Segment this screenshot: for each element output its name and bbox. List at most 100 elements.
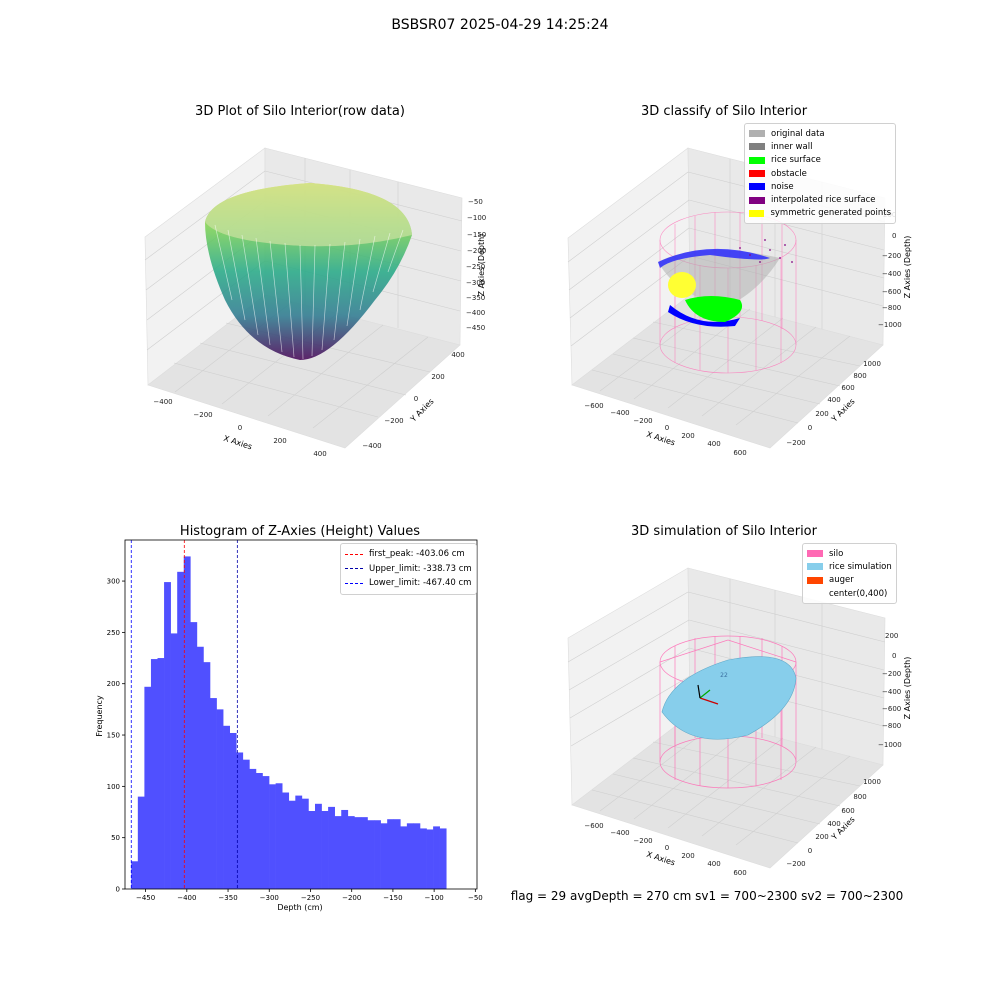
histogram-bar (314, 803, 322, 889)
raw-floor-pane (147, 294, 461, 449)
classify-noise-points (658, 248, 770, 268)
simulation-ytick-0: 1000 (863, 778, 881, 786)
simulation-plot-title: 3D simulation of Silo Interior (631, 524, 817, 539)
classify-noise-lower (668, 305, 740, 327)
classify-xtick-2: −200 (633, 417, 652, 425)
raw-ytick-1: 200 (431, 373, 444, 381)
classify-3d-plot: −600 −400 −200 0 200 400 600 1000 800 60… (567, 147, 912, 457)
histogram-bar (393, 819, 401, 889)
y-tick-label: 200 (107, 680, 120, 688)
classify-ztick-6: −1000 (878, 321, 902, 329)
raw-ztick-7: −400 (466, 309, 485, 317)
simulation-legend: silo rice simulation auger center(0,400) (802, 543, 897, 605)
classify-symmetric-points (668, 272, 696, 298)
simulation-xtick-5: 400 (707, 860, 720, 868)
classify-xtick-5: 400 (707, 440, 720, 448)
histogram-bars (131, 556, 447, 889)
raw-xtick-3: 200 (273, 437, 286, 445)
simulation-ztick-3: −400 (882, 688, 901, 696)
legend-line (345, 553, 363, 555)
legend-auger: auger (807, 574, 892, 587)
raw-bowl-rim (205, 183, 412, 247)
x-tick-label: −300 (260, 894, 279, 902)
legend-label: symmetric generated points (770, 208, 891, 219)
histogram-chart: −450 −400 −350 −300 −250 −200 −150 −100 −50 0 50 10… (95, 539, 483, 912)
histogram-bar (295, 795, 303, 889)
simulation-ytick-5: 0 (808, 847, 812, 855)
y-tick-label: 150 (107, 732, 120, 740)
legend-label: rice surface (771, 155, 821, 166)
legend-first-peak: first_peak: -403.06 cm (345, 547, 472, 562)
simulation-ytick-4: 200 (815, 833, 828, 841)
classify-ytick-6: −200 (786, 439, 805, 447)
histogram-bar (177, 571, 185, 889)
histogram-bar (400, 826, 408, 889)
classify-xlabel: X Axies (645, 430, 676, 448)
histogram-bar (282, 792, 290, 889)
histogram-bar (367, 820, 375, 889)
legend-label: auger (829, 575, 854, 586)
classify-ytick-5: 0 (808, 424, 812, 432)
classify-plot-title: 3D classify of Silo Interior (640, 104, 808, 119)
x-tick-label: −450 (136, 894, 155, 902)
histogram-bar (137, 796, 145, 889)
y-tick-label: 100 (107, 783, 120, 791)
raw-zlabel: Z Axies (Depth) (477, 234, 486, 297)
legend-label: Upper_limit: -338.73 cm (369, 563, 472, 574)
classify-ytick-1: 800 (853, 372, 866, 380)
histogram-bar (262, 776, 270, 889)
classify-ztick-3: −400 (882, 270, 901, 278)
legend-label: inner wall (771, 141, 813, 152)
legend-label: interpolated rice surface (771, 195, 876, 206)
legend-swatch (749, 156, 765, 164)
histogram-bar (223, 725, 230, 889)
raw-plot-title: 3D Plot of Silo Interior(row data) (195, 104, 405, 119)
raw-ztick-3: −200 (467, 247, 486, 255)
histogram-bar (433, 826, 440, 889)
legend-line (345, 568, 363, 570)
histogram-title: Histogram of Z-Axies (Height) Values (179, 524, 421, 539)
histogram-bar (341, 809, 349, 889)
histogram-bar (170, 633, 178, 889)
y-tick-label: 250 (107, 629, 120, 637)
raw-xtick-1: −200 (193, 411, 212, 419)
histogram-bar (380, 823, 388, 889)
simulation-floor-pane (571, 714, 884, 869)
y-tick-label: 50 (111, 834, 120, 842)
histogram-bar (269, 784, 276, 889)
raw-ytick-3: −200 (384, 417, 403, 425)
legend-obstacle: obstacle (749, 167, 891, 180)
histogram-bar (328, 806, 335, 889)
x-tick-label: −250 (301, 894, 320, 902)
histogram-bar (301, 798, 309, 889)
simulation-3d-plot: 22 −600 −400 −200 0 200 400 600 1000 800… (567, 567, 912, 877)
legend-swatch (807, 590, 823, 598)
classify-ztick-4: −600 (882, 288, 901, 296)
classify-xtick-6: 600 (733, 449, 746, 457)
x-tick-label: −200 (342, 894, 361, 902)
legend-swatch (807, 550, 823, 558)
histogram-bar (164, 582, 171, 889)
y-tick-label: 300 (107, 578, 120, 586)
raw-xtick-4: 400 (313, 450, 326, 458)
legend-silo: silo (807, 547, 892, 560)
histogram-xlabel: Depth (cm) (277, 903, 322, 912)
legend-swatch (749, 170, 765, 178)
classify-ztick-1: 0 (892, 232, 896, 240)
histogram-bar (275, 783, 283, 889)
raw-ztick-4: −250 (466, 263, 485, 271)
legend-swatch (807, 563, 823, 571)
legend-noise: noise (749, 180, 891, 193)
histogram-ylabel: Frequency (95, 695, 104, 737)
simulation-axis-arrows (697, 684, 719, 705)
classify-legend: original data inner wall rice surface ob… (744, 123, 896, 225)
histogram-bar (196, 646, 204, 889)
raw-bowl-columns (214, 224, 404, 360)
raw-ztick-1: −100 (467, 214, 486, 222)
histogram-bar (354, 817, 362, 889)
legend-symmetric-points: symmetric generated points (749, 207, 891, 220)
histogram-bar (374, 820, 381, 889)
simulation-xlabel: X Axies (645, 850, 676, 868)
legend-swatch (749, 196, 765, 204)
x-tick-label: −50 (468, 894, 483, 902)
